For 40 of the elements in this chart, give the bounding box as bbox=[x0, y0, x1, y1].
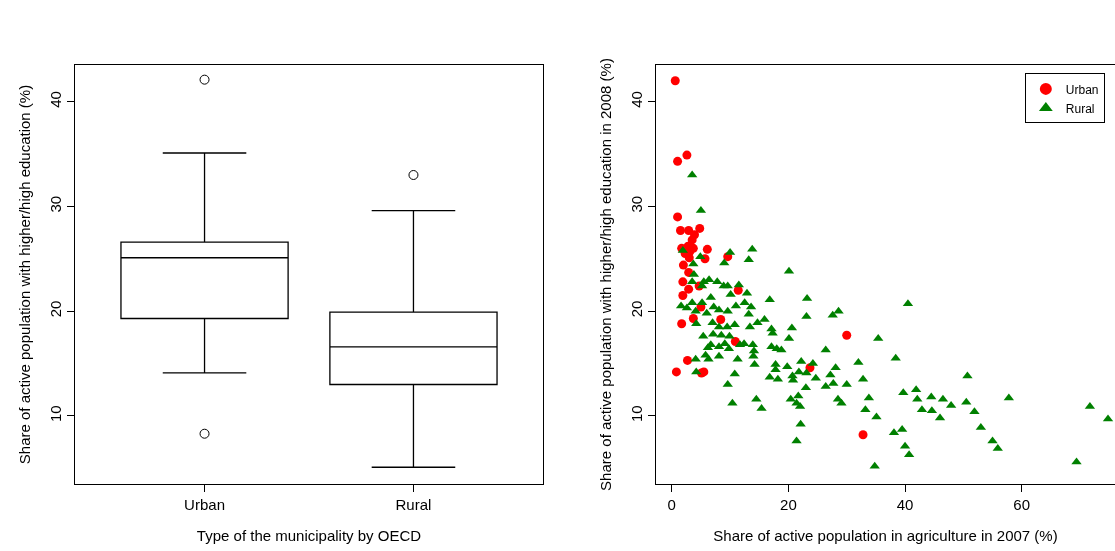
point bbox=[678, 277, 688, 287]
x-axis-title: Share of active population in agriculture in 2007 (%) bbox=[713, 527, 1058, 544]
point bbox=[684, 284, 694, 294]
point bbox=[702, 244, 712, 254]
point bbox=[670, 76, 680, 86]
point bbox=[673, 212, 683, 222]
point bbox=[695, 223, 705, 233]
y-axis-title: Share of active population with higher/high education in 2008 (%) bbox=[597, 58, 615, 491]
y-tick-label: 10 bbox=[47, 405, 64, 422]
point bbox=[842, 330, 852, 340]
x-tick-label: 0 bbox=[667, 496, 676, 513]
y-tick-label: 30 bbox=[628, 195, 645, 213]
y-tick-label: 10 bbox=[628, 405, 645, 422]
x-tick-label: 60 bbox=[1013, 496, 1031, 513]
point bbox=[677, 319, 687, 329]
y-tick-label: 20 bbox=[47, 300, 64, 318]
point bbox=[858, 430, 868, 440]
y-tick-label: 40 bbox=[47, 91, 64, 108]
x-axis-title: Type of the municipality by OECD bbox=[196, 527, 422, 544]
legend-label: Rural bbox=[1065, 101, 1095, 116]
y-axis-title: Share of active population with higher/high education (%) bbox=[16, 84, 34, 465]
x-tick-label: 40 bbox=[896, 496, 914, 513]
point bbox=[682, 355, 692, 365]
point bbox=[688, 313, 698, 323]
y-tick-label: 40 bbox=[628, 91, 645, 108]
y-tick-label: 30 bbox=[47, 195, 64, 213]
point bbox=[676, 226, 685, 236]
point bbox=[682, 150, 692, 160]
x-tick-label: Urban bbox=[184, 496, 225, 513]
y-tick-label: 20 bbox=[628, 300, 645, 318]
point bbox=[678, 290, 688, 300]
x-tick-label: 20 bbox=[780, 496, 797, 513]
point bbox=[684, 226, 694, 236]
point bbox=[678, 260, 688, 270]
x-tick-label: Rural bbox=[395, 496, 432, 513]
point bbox=[687, 235, 697, 245]
point bbox=[673, 156, 683, 166]
legend-label: Urban bbox=[1065, 82, 1099, 97]
point bbox=[671, 367, 681, 377]
point bbox=[716, 315, 726, 325]
